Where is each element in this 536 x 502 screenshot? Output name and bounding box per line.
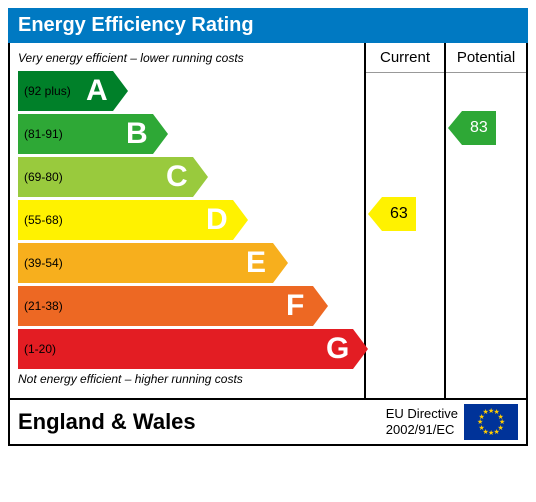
band-arrow-icon xyxy=(193,157,208,197)
band-letter: E xyxy=(246,246,266,280)
band-bar: (55-68) D xyxy=(18,200,233,240)
footer-region: England & Wales xyxy=(18,409,386,435)
eu-star-icon: ★ xyxy=(494,428,500,436)
marker-value: 63 xyxy=(382,197,416,231)
band-range: (69-80) xyxy=(24,170,63,184)
band-range: (92 plus) xyxy=(24,84,71,98)
potential-column: Potential 83 xyxy=(446,43,526,398)
current-marker: 63 xyxy=(368,197,416,231)
band-arrow-icon xyxy=(233,200,248,240)
marker-value: 83 xyxy=(462,111,496,145)
band-f: (21-38) F xyxy=(18,286,356,326)
current-header: Current xyxy=(366,43,444,73)
band-c: (69-80) C xyxy=(18,157,356,197)
bottom-subtitle: Not energy efficient – higher running co… xyxy=(18,372,356,386)
band-g: (1-20) G xyxy=(18,329,356,369)
band-letter: B xyxy=(126,117,148,151)
bars-area: (92 plus) A (81-91) B (69-80) C (55-68) D (39-54… xyxy=(18,71,356,369)
band-bar: (81-91) B xyxy=(18,114,153,154)
band-bar: (1-20) G xyxy=(18,329,353,369)
band-arrow-icon xyxy=(153,114,168,154)
band-range: (55-68) xyxy=(24,213,63,227)
eu-flag-icon: ★★★★★★★★★★★★ xyxy=(464,404,518,440)
chart-wrapper: Very energy efficient – lower running co… xyxy=(8,43,528,400)
band-a: (92 plus) A xyxy=(18,71,356,111)
eu-star-icon: ★ xyxy=(483,408,489,416)
marker-arrow-icon xyxy=(448,111,462,145)
title-bar: Energy Efficiency Rating xyxy=(8,8,528,43)
band-letter: C xyxy=(166,160,188,194)
potential-header: Potential xyxy=(446,43,526,73)
band-bar: (21-38) F xyxy=(18,286,313,326)
band-bar: (39-54) E xyxy=(18,243,273,283)
band-range: (39-54) xyxy=(24,256,63,270)
current-column: Current 63 xyxy=(366,43,446,398)
band-range: (81-91) xyxy=(24,127,63,141)
band-letter: A xyxy=(86,74,108,108)
band-e: (39-54) E xyxy=(18,243,356,283)
band-bar: (69-80) C xyxy=(18,157,193,197)
band-bar: (92 plus) A xyxy=(18,71,113,111)
top-subtitle: Very energy efficient – lower running co… xyxy=(18,51,356,65)
band-d: (55-68) D xyxy=(18,200,356,240)
scale-column: Very energy efficient – lower running co… xyxy=(10,43,366,398)
band-arrow-icon xyxy=(273,243,288,283)
band-letter: F xyxy=(286,289,304,323)
marker-arrow-icon xyxy=(368,197,382,231)
potential-marker: 83 xyxy=(448,111,496,145)
band-arrow-icon xyxy=(313,286,328,326)
title-text: Energy Efficiency Rating xyxy=(18,14,254,36)
band-arrow-icon xyxy=(113,71,128,111)
band-b: (81-91) B xyxy=(18,114,356,154)
band-letter: G xyxy=(326,332,349,366)
band-letter: D xyxy=(206,203,228,237)
band-range: (1-20) xyxy=(24,342,56,356)
band-range: (21-38) xyxy=(24,299,63,313)
